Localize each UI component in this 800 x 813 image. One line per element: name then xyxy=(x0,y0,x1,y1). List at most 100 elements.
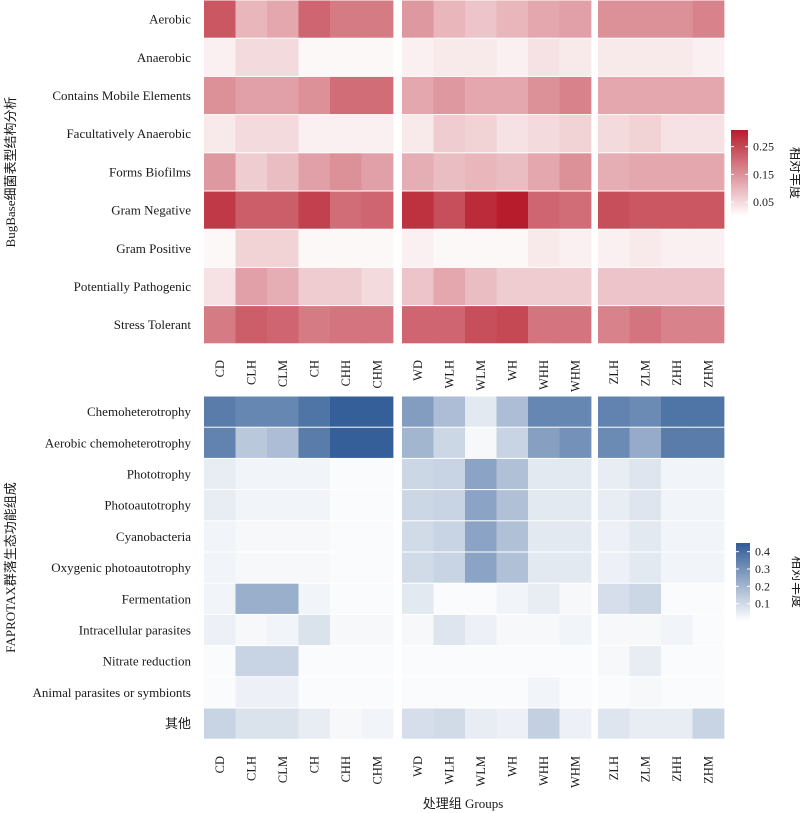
heatmap-cell xyxy=(528,396,560,427)
heatmap-cell xyxy=(661,427,693,458)
heatmap-cell xyxy=(692,521,725,552)
heatmap-cell xyxy=(692,229,725,267)
column-label: WHM xyxy=(568,360,582,392)
heatmap-cell xyxy=(496,396,529,427)
heatmap-cell xyxy=(330,646,362,677)
legend-tick-label: 0.05 xyxy=(753,195,774,209)
heatmap-cell xyxy=(235,306,268,344)
column-label: ZHM xyxy=(701,756,715,784)
heatmap-cell xyxy=(528,552,560,583)
heatmap-cell xyxy=(528,427,560,458)
heatmap-cell xyxy=(465,76,497,115)
heatmap-cell xyxy=(235,115,268,153)
heatmap-cell xyxy=(235,191,268,229)
heatmap-cell xyxy=(402,646,434,677)
heatmap-cell xyxy=(692,0,725,38)
heatmap-cell xyxy=(559,153,592,191)
heatmap-cell xyxy=(433,583,466,614)
heatmap-cell xyxy=(204,396,236,427)
row-label: Nitrate reduction xyxy=(103,654,192,669)
heatmap-cell xyxy=(559,38,592,76)
heatmap-cell xyxy=(528,306,560,344)
heatmap-cell xyxy=(528,191,560,229)
heatmap-cell xyxy=(692,458,725,490)
heatmap-cell xyxy=(267,115,299,153)
heatmap-cell xyxy=(598,396,630,427)
heatmap-cell xyxy=(598,267,630,306)
heatmap-cell xyxy=(528,458,560,490)
row-label: Chemoheterotrophy xyxy=(87,404,191,419)
heatmap-cell xyxy=(465,552,497,583)
y-axis-title: FAPROTAX群落生态功能组成 xyxy=(3,482,18,653)
heatmap-cell xyxy=(598,76,630,115)
heatmap-cell xyxy=(235,583,268,614)
row-label: Gram Positive xyxy=(116,241,191,256)
heatmap-cell xyxy=(235,76,268,115)
heatmap-cell xyxy=(629,708,662,739)
heatmap-cell xyxy=(204,552,236,583)
heatmap-cell xyxy=(598,427,630,458)
heatmap-cell xyxy=(267,38,299,76)
heatmap-cell xyxy=(330,153,362,191)
heatmap-cell xyxy=(496,646,529,677)
heatmap-cell xyxy=(361,521,394,552)
heatmap-cell xyxy=(204,76,236,115)
heatmap-cell xyxy=(692,427,725,458)
heatmap-cell xyxy=(402,76,434,115)
heatmap-cell xyxy=(361,153,394,191)
heatmap-cell xyxy=(298,0,331,38)
heatmap-cell xyxy=(433,38,466,76)
heatmap-cell xyxy=(661,552,693,583)
heatmap-cell xyxy=(692,267,725,306)
heatmap-cell xyxy=(298,708,331,739)
row-label: Phototrophy xyxy=(127,467,192,482)
heatmap-cell xyxy=(465,38,497,76)
heatmap-cell xyxy=(267,521,299,552)
heatmap-cell xyxy=(496,115,529,153)
heatmap-cell xyxy=(204,153,236,191)
heatmap-cell xyxy=(465,306,497,344)
heatmap-cell xyxy=(496,521,529,552)
heatmap-cell xyxy=(361,396,394,427)
heatmap-cell xyxy=(361,458,394,490)
heatmap-cell xyxy=(528,521,560,552)
heatmap-1: Aerobic Anaerobic Contains Mobile Elements… xyxy=(3,0,800,392)
heatmap-cell xyxy=(330,0,362,38)
heatmap-cell xyxy=(298,677,331,708)
heatmap-cell xyxy=(661,614,693,646)
heatmap-cell xyxy=(528,115,560,153)
heatmap-cell xyxy=(361,427,394,458)
heatmap-cell xyxy=(361,490,394,521)
heatmap-cell xyxy=(267,396,299,427)
legend-tick-label: 0.1 xyxy=(755,597,770,611)
heatmap-cell xyxy=(298,38,331,76)
heatmap-cell xyxy=(496,191,529,229)
heatmap-cell xyxy=(330,614,362,646)
column-label: CLM xyxy=(276,360,290,387)
heatmap-cell xyxy=(528,490,560,521)
column-label: CH xyxy=(307,360,321,377)
heatmap-cell xyxy=(465,677,497,708)
heatmap-cell xyxy=(692,115,725,153)
row-label: Aerobic xyxy=(149,12,191,27)
column-label: WLH xyxy=(442,756,456,784)
heatmap-cell xyxy=(361,0,394,38)
heatmap-cell xyxy=(361,229,394,267)
heatmap-cell xyxy=(402,396,434,427)
heatmap-cell xyxy=(629,38,662,76)
heatmap-cell xyxy=(465,396,497,427)
heatmap-cell xyxy=(629,396,662,427)
heatmap-cell xyxy=(402,583,434,614)
heatmap-cell xyxy=(496,708,529,739)
heatmap-cell xyxy=(661,229,693,267)
heatmap-cell xyxy=(528,708,560,739)
column-label: WHH xyxy=(537,756,551,786)
heatmap-cell xyxy=(598,490,630,521)
heatmap-cell xyxy=(235,427,268,458)
heatmap-cell xyxy=(298,521,331,552)
heatmap-cell xyxy=(496,458,529,490)
heatmap-cell xyxy=(402,708,434,739)
row-label: Animal parasites or symbionts xyxy=(32,685,191,700)
column-label: WD xyxy=(411,360,425,381)
heatmap-cell xyxy=(661,583,693,614)
